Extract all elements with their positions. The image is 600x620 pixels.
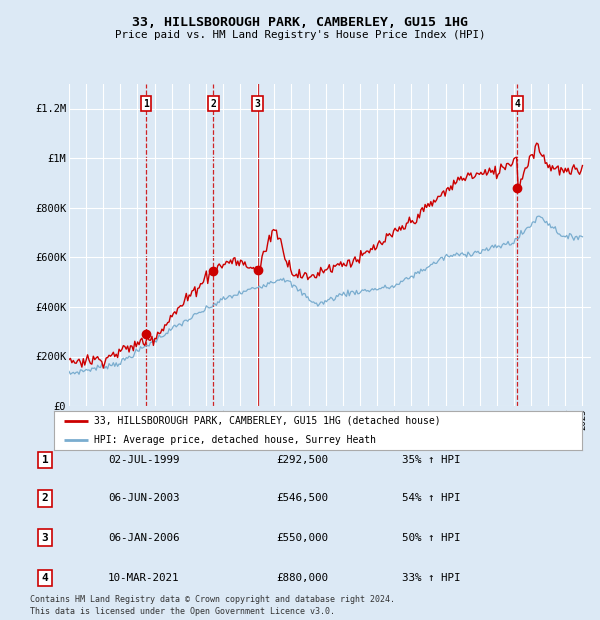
Text: 06-JAN-2006: 06-JAN-2006 [108,533,179,542]
Text: 02-JUL-1999: 02-JUL-1999 [108,455,179,465]
Text: 3: 3 [255,99,261,108]
Text: HPI: Average price, detached house, Surrey Heath: HPI: Average price, detached house, Surr… [94,435,376,445]
Text: 4: 4 [41,573,49,583]
Text: 1: 1 [41,455,49,465]
Text: 33, HILLSBOROUGH PARK, CAMBERLEY, GU15 1HG: 33, HILLSBOROUGH PARK, CAMBERLEY, GU15 1… [132,16,468,29]
Text: 50% ↑ HPI: 50% ↑ HPI [402,533,461,542]
Text: 4: 4 [514,99,520,108]
Text: Contains HM Land Registry data © Crown copyright and database right 2024.: Contains HM Land Registry data © Crown c… [30,595,395,604]
Text: 35% ↑ HPI: 35% ↑ HPI [402,455,461,465]
Text: This data is licensed under the Open Government Licence v3.0.: This data is licensed under the Open Gov… [30,607,335,616]
Text: 06-JUN-2003: 06-JUN-2003 [108,494,179,503]
Text: 33, HILLSBOROUGH PARK, CAMBERLEY, GU15 1HG (detached house): 33, HILLSBOROUGH PARK, CAMBERLEY, GU15 1… [94,415,440,426]
Text: 1: 1 [143,99,149,108]
Text: 10-MAR-2021: 10-MAR-2021 [108,573,179,583]
Text: £550,000: £550,000 [276,533,328,542]
Text: 3: 3 [41,533,49,542]
Text: £880,000: £880,000 [276,573,328,583]
Text: £292,500: £292,500 [276,455,328,465]
Text: Price paid vs. HM Land Registry's House Price Index (HPI): Price paid vs. HM Land Registry's House … [115,30,485,40]
Text: £546,500: £546,500 [276,494,328,503]
Text: 33% ↑ HPI: 33% ↑ HPI [402,573,461,583]
Text: 2: 2 [211,99,216,108]
Text: 54% ↑ HPI: 54% ↑ HPI [402,494,461,503]
Text: 2: 2 [41,494,49,503]
